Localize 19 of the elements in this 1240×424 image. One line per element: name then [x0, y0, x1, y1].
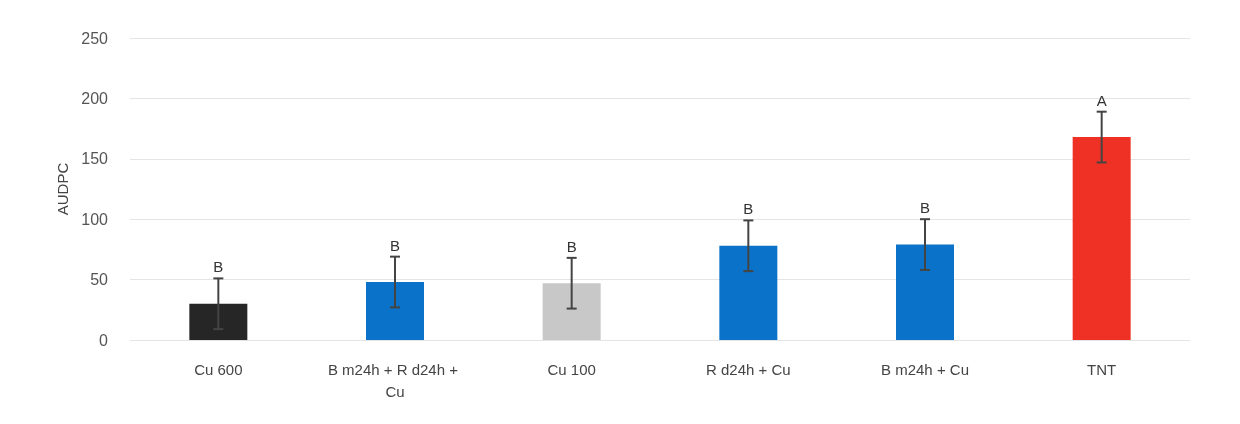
y-tick-label: 50: [90, 271, 109, 289]
x-tick-label: Cu 100: [547, 360, 596, 378]
y-axis-title: AUDPC: [54, 162, 72, 216]
y-tick-label: 250: [81, 29, 109, 47]
y-tick-label: 150: [81, 150, 109, 168]
y-tick-label: 0: [99, 331, 109, 349]
annotation: B: [919, 199, 931, 217]
x-tick-label: Cu 600: [194, 360, 243, 378]
x-tick-label: R d24h + Cu: [706, 360, 791, 378]
annotation: A: [1096, 91, 1107, 109]
y-tick-label: 200: [81, 89, 109, 107]
x-tick-label: B m24h + Cu: [881, 360, 969, 378]
y-tick-label: 100: [81, 210, 109, 228]
x-tick-label: TNT: [1087, 360, 1117, 378]
annotation: B: [566, 237, 577, 255]
annotation: B: [213, 258, 224, 276]
annotation: B: [389, 236, 401, 254]
annotation: B: [743, 200, 754, 218]
x-tick-label: B m24h + R d24h + Cu: [327, 360, 463, 400]
